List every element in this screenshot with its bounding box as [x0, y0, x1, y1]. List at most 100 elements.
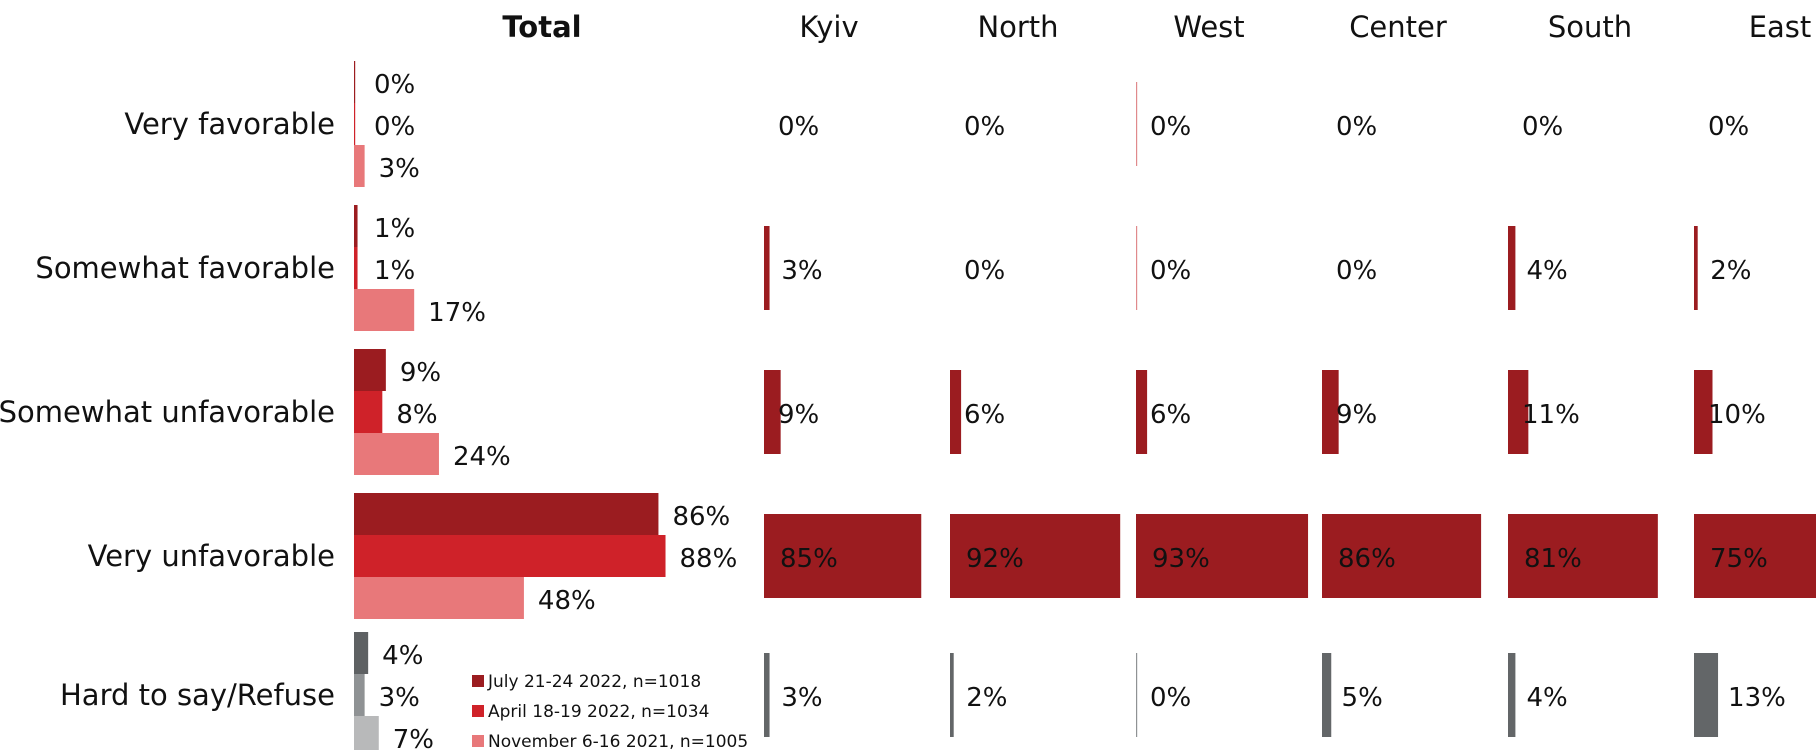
total-label-somewhat-unfavorable-s1: 9% — [400, 358, 441, 388]
bars-layer — [354, 61, 1816, 750]
region-label-kyiv-somewhat-unfavorable: 9% — [778, 400, 819, 430]
region-bar-south-somewhat-unfavorable — [1508, 370, 1529, 454]
legend-label-s3: November 6-16 2021, n=1005 — [488, 732, 748, 750]
region-bar-east-somewhat-favorable — [1694, 226, 1698, 310]
region-label-center-somewhat-unfavorable: 9% — [1336, 400, 1377, 430]
region-bar-kyiv-very-unfavorable — [764, 514, 922, 598]
total-bar-somewhat-favorable-s3 — [354, 289, 415, 331]
region-bar-north-hard-to-say-refuse — [950, 653, 954, 737]
legend-swatch-s1 — [472, 675, 484, 687]
total-bar-somewhat-favorable-s2 — [354, 247, 358, 289]
region-label-south-very-unfavorable: 81% — [1524, 544, 1582, 574]
region-bar-east-somewhat-unfavorable — [1694, 370, 1713, 454]
total-label-hard-to-say-refuse-s3: 7% — [393, 725, 434, 750]
region-label-south-somewhat-unfavorable: 11% — [1522, 400, 1580, 430]
region-label-center-very-favorable: 0% — [1336, 112, 1377, 142]
total-label-somewhat-unfavorable-s3: 24% — [453, 442, 511, 472]
region-header-north: North — [977, 10, 1058, 44]
total-bar-very-unfavorable-s3 — [354, 577, 524, 619]
total-bar-somewhat-unfavorable-s1 — [354, 349, 386, 391]
region-label-center-very-unfavorable: 86% — [1338, 544, 1396, 574]
legend-label-s2: April 18-19 2022, n=1034 — [488, 702, 709, 722]
total-label-very-favorable-s2: 0% — [374, 112, 415, 142]
region-label-east-somewhat-favorable: 2% — [1710, 256, 1751, 286]
total-bar-somewhat-unfavorable-s2 — [354, 391, 383, 433]
category-label-very-favorable: Very favorable — [124, 107, 335, 141]
region-header-center: Center — [1349, 10, 1447, 44]
total-bar-very-favorable-s1 — [354, 61, 356, 103]
total-label-very-unfavorable-s3: 48% — [538, 586, 596, 616]
category-label-hard-to-say-refuse: Hard to say/Refuse — [60, 678, 335, 712]
region-bar-west-hard-to-say-refuse — [1136, 653, 1138, 737]
total-bar-hard-to-say-refuse-s1 — [354, 632, 369, 674]
region-label-kyiv-very-favorable: 0% — [778, 112, 819, 142]
region-label-east-somewhat-unfavorable: 10% — [1708, 400, 1766, 430]
region-label-north-very-favorable: 0% — [964, 112, 1005, 142]
region-label-south-hard-to-say-refuse: 4% — [1526, 683, 1567, 713]
total-bar-very-favorable-s3 — [354, 145, 365, 187]
category-label-somewhat-unfavorable: Somewhat unfavorable — [0, 395, 335, 429]
region-label-south-very-favorable: 0% — [1522, 112, 1563, 142]
total-bar-somewhat-favorable-s1 — [354, 205, 358, 247]
region-bar-east-very-unfavorable — [1694, 514, 1816, 598]
region-label-north-very-unfavorable: 92% — [966, 544, 1024, 574]
region-label-west-very-unfavorable: 93% — [1152, 544, 1210, 574]
region-label-west-somewhat-favorable: 0% — [1150, 256, 1191, 286]
total-bar-very-unfavorable-s1 — [354, 493, 659, 535]
region-label-north-hard-to-say-refuse: 2% — [966, 683, 1007, 713]
region-bar-north-very-unfavorable — [950, 514, 1121, 598]
region-bar-west-somewhat-unfavorable — [1136, 370, 1148, 454]
total-label-somewhat-favorable-s3: 17% — [428, 298, 486, 328]
region-label-center-hard-to-say-refuse: 5% — [1342, 683, 1383, 713]
category-label-somewhat-favorable: Somewhat favorable — [35, 251, 335, 285]
total-label-somewhat-unfavorable-s2: 8% — [396, 400, 437, 430]
region-bar-west-somewhat-favorable — [1136, 226, 1138, 310]
total-label-hard-to-say-refuse-s2: 3% — [379, 683, 420, 713]
total-label-very-unfavorable-s2: 88% — [680, 544, 738, 574]
region-label-kyiv-hard-to-say-refuse: 3% — [781, 683, 822, 713]
region-bar-west-very-unfavorable — [1136, 514, 1309, 598]
region-bar-south-very-unfavorable — [1508, 514, 1658, 598]
total-label-very-favorable-s3: 3% — [379, 154, 420, 184]
legend-swatch-s2 — [472, 705, 484, 717]
region-label-east-hard-to-say-refuse: 13% — [1728, 683, 1786, 713]
region-bar-center-somewhat-unfavorable — [1322, 370, 1339, 454]
region-header-south: South — [1548, 10, 1632, 44]
total-label-somewhat-favorable-s2: 1% — [374, 256, 415, 286]
region-label-south-somewhat-favorable: 4% — [1526, 256, 1567, 286]
region-bar-kyiv-hard-to-say-refuse — [764, 653, 770, 737]
total-header: Total — [502, 10, 581, 44]
region-label-north-somewhat-unfavorable: 6% — [964, 400, 1005, 430]
region-bar-south-somewhat-favorable — [1508, 226, 1516, 310]
total-label-very-favorable-s1: 0% — [374, 70, 415, 100]
region-bar-kyiv-somewhat-favorable — [764, 226, 770, 310]
region-header-west: West — [1173, 10, 1244, 44]
total-bar-hard-to-say-refuse-s3 — [354, 716, 379, 750]
region-bar-west-very-favorable — [1136, 82, 1138, 166]
total-bar-very-unfavorable-s2 — [354, 535, 666, 577]
legend-swatch-s3 — [472, 735, 484, 747]
total-label-very-unfavorable-s1: 86% — [672, 502, 730, 532]
region-label-east-very-unfavorable: 75% — [1710, 544, 1768, 574]
region-header-kyiv: Kyiv — [799, 10, 858, 44]
region-label-north-somewhat-favorable: 0% — [964, 256, 1005, 286]
region-label-center-somewhat-favorable: 0% — [1336, 256, 1377, 286]
region-label-kyiv-very-unfavorable: 85% — [780, 544, 838, 574]
region-bar-east-hard-to-say-refuse — [1694, 653, 1719, 737]
total-label-somewhat-favorable-s1: 1% — [374, 214, 415, 244]
region-label-east-very-favorable: 0% — [1708, 112, 1749, 142]
region-header-east: East — [1749, 10, 1812, 44]
region-label-west-somewhat-unfavorable: 6% — [1150, 400, 1191, 430]
labels-layer: Very favorable Somewhat favorable Somewhat… — [0, 10, 1811, 750]
category-label-very-unfavorable: Very unfavorable — [88, 539, 335, 573]
region-bar-center-hard-to-say-refuse — [1322, 653, 1332, 737]
region-label-kyiv-somewhat-favorable: 3% — [781, 256, 822, 286]
region-label-west-very-favorable: 0% — [1150, 112, 1191, 142]
region-bar-kyiv-somewhat-unfavorable — [764, 370, 781, 454]
total-bar-somewhat-unfavorable-s3 — [354, 433, 439, 475]
region-label-west-hard-to-say-refuse: 0% — [1150, 683, 1191, 713]
region-bar-south-hard-to-say-refuse — [1508, 653, 1516, 737]
total-bar-hard-to-say-refuse-s2 — [354, 674, 365, 716]
legend-label-s1: July 21-24 2022, n=1018 — [487, 672, 701, 692]
